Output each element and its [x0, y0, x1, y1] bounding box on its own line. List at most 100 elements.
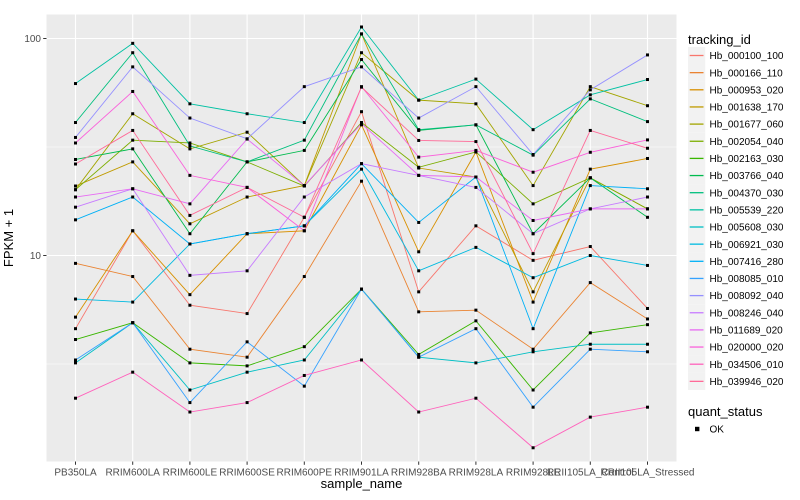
data-point — [646, 187, 649, 191]
data-point — [360, 65, 363, 69]
x-tick-label: RRII105LA_Stressed — [601, 468, 695, 479]
x-tick-label: PB350LA — [54, 468, 97, 479]
data-point — [646, 263, 649, 267]
data-point — [360, 58, 363, 62]
data-point — [74, 135, 77, 139]
data-point — [188, 361, 192, 365]
data-point — [531, 405, 535, 409]
x-tick-label: RRIM600LE — [163, 468, 218, 479]
data-point — [646, 350, 649, 354]
data-point — [474, 361, 478, 365]
data-point — [646, 215, 649, 219]
data-point — [302, 224, 306, 228]
data-point — [188, 147, 192, 151]
legend-label-Hb_000953_020: Hb_000953_020 — [710, 85, 784, 96]
tracking-legend: Hb_000100_100 Hb_000166_110 Hb_000953_020 H… — [688, 46, 784, 390]
data-point — [74, 141, 77, 145]
data-point — [531, 170, 535, 174]
x-tick-label: RRIM600SE — [219, 468, 275, 479]
legend-label-Hb_007416_280: Hb_007416_280 — [710, 257, 784, 268]
data-point — [131, 229, 135, 233]
legend-label-Hb_002163_030: Hb_002163_030 — [710, 154, 784, 165]
data-point — [360, 51, 363, 55]
data-point — [74, 184, 77, 188]
data-point — [474, 77, 478, 81]
data-point — [531, 290, 535, 294]
data-point — [131, 321, 135, 325]
data-point — [474, 185, 478, 189]
data-point — [474, 327, 478, 331]
data-point — [188, 144, 192, 148]
data-point — [531, 347, 535, 351]
legend-tracking-title: tracking_id — [688, 32, 751, 47]
data-point — [188, 242, 192, 246]
data-point — [646, 78, 649, 82]
data-point — [188, 102, 192, 106]
data-point — [417, 155, 421, 159]
data-point — [417, 128, 421, 132]
data-point — [131, 160, 135, 164]
data-point — [531, 252, 535, 256]
data-point — [302, 215, 306, 219]
x-tick-label: RRIM901LA — [334, 468, 389, 479]
legend-label-Hb_020000_020: Hb_020000_020 — [710, 343, 784, 354]
data-point — [417, 173, 421, 177]
x-axis-title: sample_name — [321, 476, 403, 491]
data-point — [188, 273, 192, 277]
data-point — [74, 261, 77, 265]
data-point — [74, 195, 77, 199]
data-point — [131, 51, 135, 55]
data-point — [588, 88, 592, 92]
data-point — [131, 138, 135, 142]
legend-label-Hb_039946_020: Hb_039946_020 — [710, 377, 784, 388]
data-point — [302, 229, 306, 233]
data-point — [131, 112, 135, 116]
data-point — [474, 102, 478, 106]
data-point — [474, 148, 478, 152]
x-tick-label: RRIM928LE — [506, 468, 561, 479]
data-point — [646, 53, 649, 57]
data-point — [588, 93, 592, 97]
data-point — [302, 275, 306, 279]
legend-label-Hb_008092_040: Hb_008092_040 — [710, 291, 784, 302]
data-point — [360, 85, 363, 89]
data-point — [588, 245, 592, 249]
data-point — [646, 207, 649, 211]
legend-label-Hb_008246_040: Hb_008246_040 — [710, 308, 784, 319]
data-point — [417, 250, 421, 254]
legend-label-Hb_011689_020: Hb_011689_020 — [710, 326, 784, 337]
y-axis-title: FPKM + 1 — [1, 209, 16, 267]
data-point — [131, 300, 135, 304]
data-point — [188, 202, 192, 206]
data-point — [74, 218, 77, 222]
data-point — [74, 361, 77, 365]
data-point — [245, 137, 249, 141]
data-point — [74, 162, 77, 166]
data-point — [245, 160, 249, 164]
data-point — [417, 98, 421, 102]
data-point — [474, 319, 478, 323]
data-point — [188, 213, 192, 217]
data-point — [588, 254, 592, 257]
data-point — [245, 112, 249, 116]
data-point — [531, 218, 535, 222]
data-point — [531, 300, 535, 304]
data-point — [245, 195, 249, 199]
data-point — [74, 82, 77, 86]
data-point — [531, 446, 535, 450]
data-point — [188, 141, 192, 145]
data-point — [245, 370, 249, 374]
data-point — [131, 195, 135, 199]
data-point — [245, 269, 249, 273]
data-point — [74, 338, 77, 342]
data-point — [417, 410, 421, 414]
data-point — [74, 396, 77, 400]
data-point — [588, 176, 592, 180]
data-point — [588, 85, 592, 89]
data-point — [74, 315, 77, 319]
data-point — [245, 401, 249, 405]
data-point — [302, 345, 306, 349]
legend-label-Hb_001677_060: Hb_001677_060 — [710, 120, 784, 131]
